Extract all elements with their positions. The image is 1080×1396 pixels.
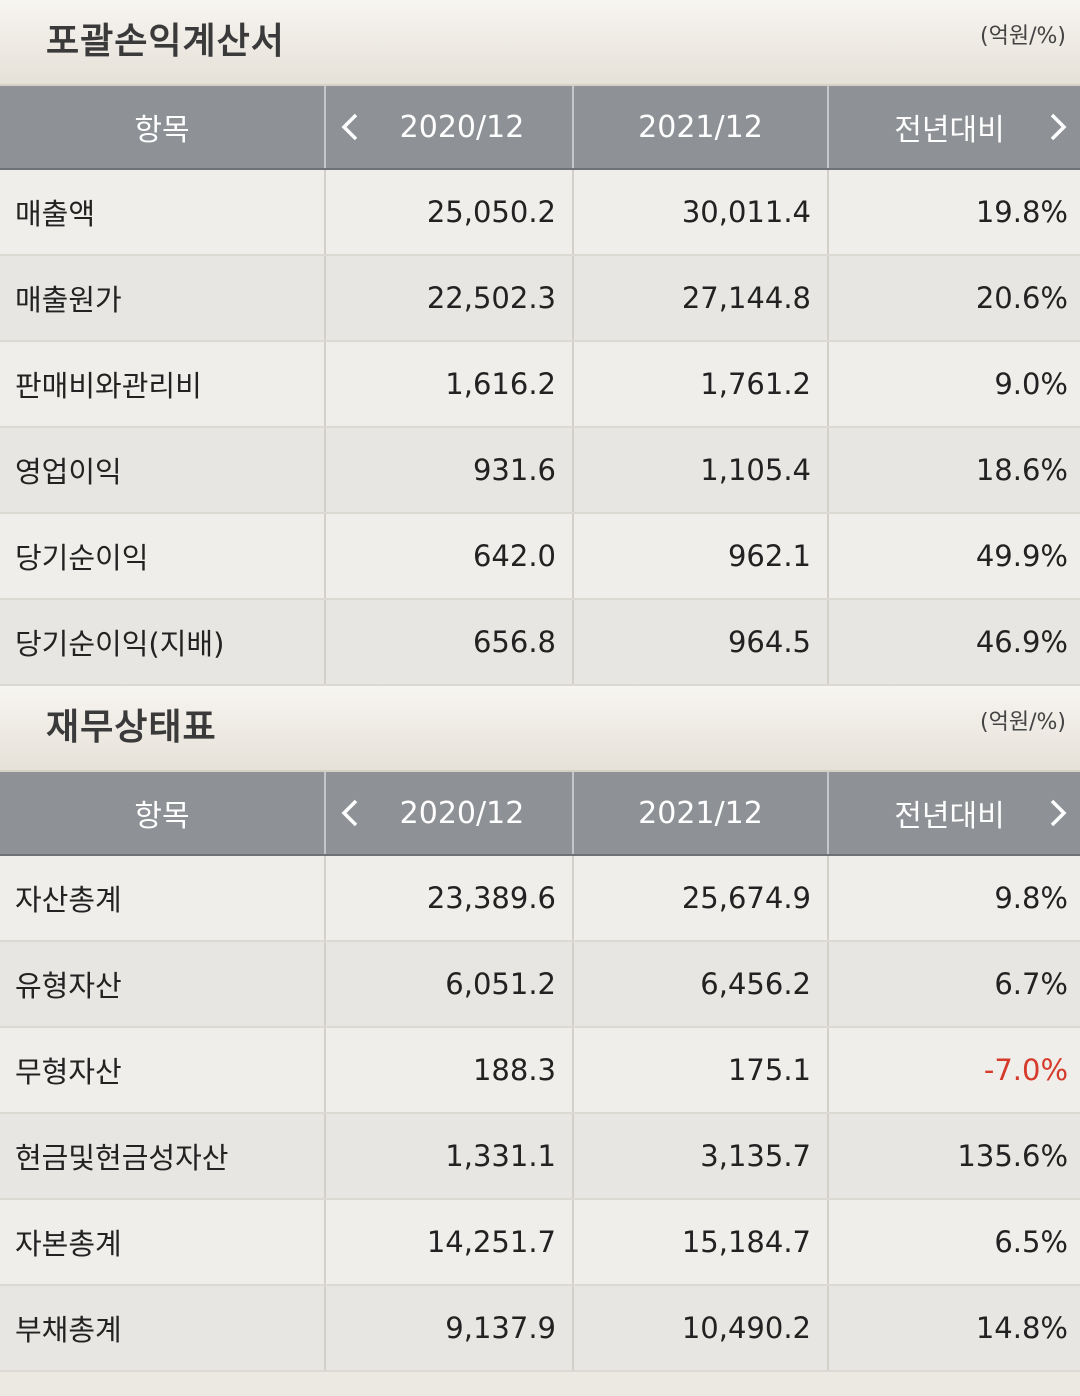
value-2021: 3,135.7 [574, 1114, 829, 1198]
column-header-yoy: 전년대비 [829, 86, 1080, 168]
value-yoy: 19.8% [975, 195, 1068, 229]
row-label: 매출액 [0, 170, 326, 254]
value-2020: 25,050.2 [326, 170, 574, 254]
value-2020: 656.8 [326, 600, 574, 684]
row-label: 무형자산 [0, 1028, 326, 1112]
table-row: 판매비와관리비 1,616.2 1,761.2 9.0% [0, 342, 1080, 428]
table-row: 매출액 25,050.2 30,011.4 19.8% [0, 170, 1080, 256]
table-row: 당기순이익 642.0 962.1 49.9% [0, 514, 1080, 600]
value-2020: 642.0 [326, 514, 574, 598]
value-2021: 1,105.4 [574, 428, 829, 512]
value-2021: 15,184.7 [574, 1200, 829, 1284]
column-header-label: 전년대비 [894, 113, 1005, 148]
value-yoy: 14.8% [975, 1311, 1068, 1345]
income-statement-title: 포괄손익계산서 [46, 21, 285, 62]
income-statement-unit: (억원/%) [980, 24, 1066, 49]
column-header-2020: 2020/12 [326, 772, 574, 854]
chevron-left-icon[interactable] [338, 107, 362, 147]
value-2021: 962.1 [574, 514, 829, 598]
value-2021: 1,761.2 [574, 342, 829, 426]
value-2021: 10,490.2 [574, 1286, 829, 1370]
table-row: 부채총계 9,137.9 10,490.2 14.8% [0, 1286, 1080, 1372]
row-label: 영업이익 [0, 428, 326, 512]
balance-sheet-unit: (억원/%) [980, 710, 1066, 735]
value-yoy: 9.8% [994, 881, 1068, 915]
income-statement-table-header: 항목 2020/12 2021/12 전년대비 [0, 86, 1080, 170]
value-2021: 25,674.9 [574, 856, 829, 940]
column-header-2021: 2021/12 [574, 86, 829, 168]
row-label: 당기순이익 [0, 514, 326, 598]
value-2020: 931.6 [326, 428, 574, 512]
value-yoy: 6.5% [994, 1225, 1068, 1259]
value-2021: 6,456.2 [574, 942, 829, 1026]
balance-sheet-header: 재무상태표 (억원/%) [0, 686, 1080, 772]
value-yoy: 9.0% [994, 367, 1068, 401]
value-2021: 175.1 [574, 1028, 829, 1112]
chevron-right-icon[interactable] [1046, 793, 1070, 833]
income-statement-body: 매출액 25,050.2 30,011.4 19.8% 매출원가 22,502.3 27,1… [0, 170, 1080, 686]
table-row: 자본총계 14,251.7 15,184.7 6.5% [0, 1200, 1080, 1286]
value-2021: 964.5 [574, 600, 829, 684]
chevron-left-icon[interactable] [338, 793, 362, 833]
income-statement-header: 포괄손익계산서 (억원/%) [0, 0, 1080, 86]
row-label: 자산총계 [0, 856, 326, 940]
column-header-2021: 2021/12 [574, 772, 829, 854]
column-header-label: 2020/12 [399, 109, 525, 145]
balance-sheet-title: 재무상태표 [46, 707, 217, 748]
balance-sheet-table-header: 항목 2020/12 2021/12 전년대비 [0, 772, 1080, 856]
value-2020: 1,331.1 [326, 1114, 574, 1198]
row-label: 자본총계 [0, 1200, 326, 1284]
value-2020: 14,251.7 [326, 1200, 574, 1284]
column-header-yoy: 전년대비 [829, 772, 1080, 854]
column-header-2020: 2020/12 [326, 86, 574, 168]
row-label: 매출원가 [0, 256, 326, 340]
value-2020: 23,389.6 [326, 856, 574, 940]
value-2020: 22,502.3 [326, 256, 574, 340]
table-row: 현금및현금성자산 1,331.1 3,135.7 135.6% [0, 1114, 1080, 1200]
value-2020: 1,616.2 [326, 342, 574, 426]
value-yoy: 18.6% [975, 453, 1068, 487]
value-yoy: 49.9% [975, 539, 1068, 573]
value-2020: 6,051.2 [326, 942, 574, 1026]
value-2020: 9,137.9 [326, 1286, 574, 1370]
row-label: 부채총계 [0, 1286, 326, 1370]
chevron-right-icon[interactable] [1046, 107, 1070, 147]
value-2021: 30,011.4 [574, 170, 829, 254]
table-row: 자산총계 23,389.6 25,674.9 9.8% [0, 856, 1080, 942]
value-2021: 27,144.8 [574, 256, 829, 340]
column-header-label: 2020/12 [399, 795, 525, 831]
value-yoy: 20.6% [975, 281, 1068, 315]
value-yoy: -7.0% [983, 1053, 1068, 1087]
column-header-item: 항목 [0, 772, 326, 854]
table-row: 당기순이익(지배) 656.8 964.5 46.9% [0, 600, 1080, 686]
value-yoy: 6.7% [994, 967, 1068, 1001]
value-yoy: 135.6% [957, 1139, 1068, 1173]
row-label: 현금및현금성자산 [0, 1114, 326, 1198]
table-row: 무형자산 188.3 175.1 -7.0% [0, 1028, 1080, 1114]
column-header-label: 전년대비 [894, 799, 1005, 834]
table-row: 매출원가 22,502.3 27,144.8 20.6% [0, 256, 1080, 342]
value-yoy: 46.9% [975, 625, 1068, 659]
table-row: 유형자산 6,051.2 6,456.2 6.7% [0, 942, 1080, 1028]
column-header-item: 항목 [0, 86, 326, 168]
row-label: 당기순이익(지배) [0, 600, 326, 684]
row-label: 유형자산 [0, 942, 326, 1026]
value-2020: 188.3 [326, 1028, 574, 1112]
table-row: 영업이익 931.6 1,105.4 18.6% [0, 428, 1080, 514]
row-label: 판매비와관리비 [0, 342, 326, 426]
balance-sheet-body: 자산총계 23,389.6 25,674.9 9.8% 유형자산 6,051.2 6,456… [0, 856, 1080, 1372]
